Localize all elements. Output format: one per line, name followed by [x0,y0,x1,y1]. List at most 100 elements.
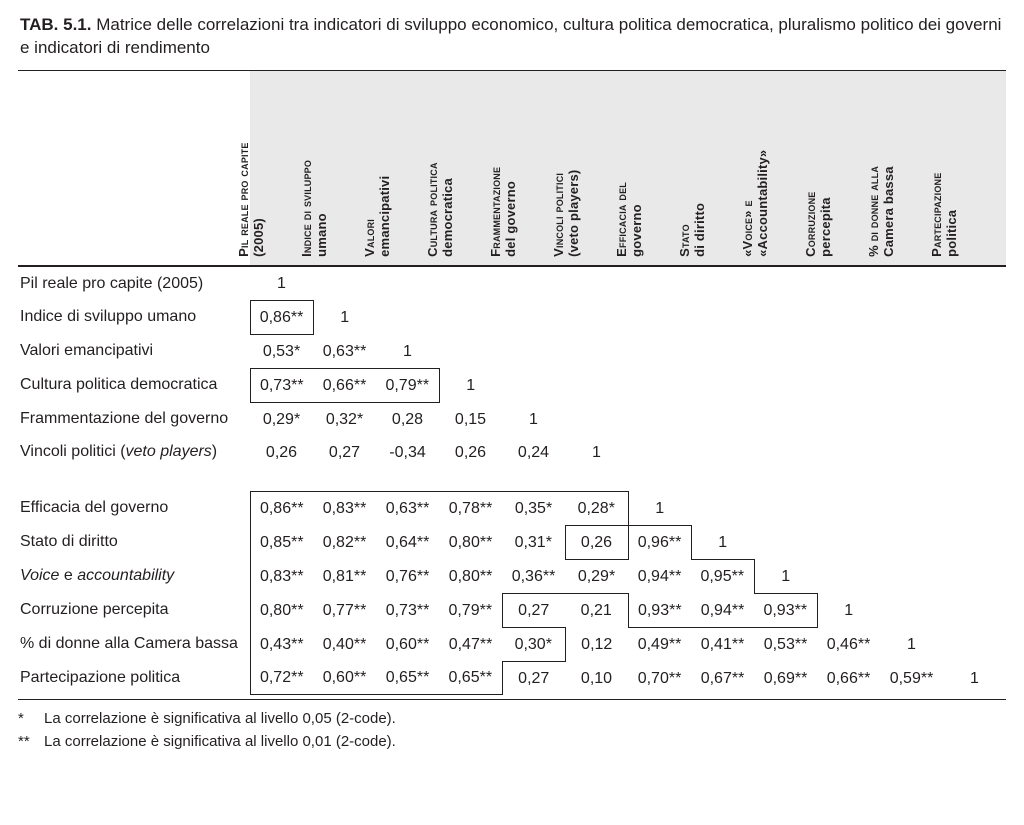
cell: 0,60** [313,661,376,695]
cell [439,300,502,334]
cell [628,266,691,301]
cell [817,525,880,559]
cell [817,368,880,402]
cell: 1 [943,661,1006,695]
table-row: Valori emancipativi0,53*0,63**1 [18,334,1006,368]
cell [691,334,754,368]
row-label: Efficacia del governo [18,491,250,525]
table-row: % di donne alla Camera bassa0,43**0,40**… [18,627,1006,661]
cell [691,436,754,469]
cell [628,300,691,334]
cell: 0,64** [376,525,439,559]
cell [691,402,754,436]
row-label: Voice e accountability [18,559,250,593]
cell: 0,73** [376,593,439,627]
cell [943,593,1006,627]
cell [880,559,943,593]
cell [943,559,1006,593]
cell: 1 [439,368,502,402]
cell [943,436,1006,469]
row-label: Frammentazione del governo [18,402,250,436]
cell [439,266,502,301]
cell: 0,47** [439,627,502,661]
cell: 0,26 [565,525,628,559]
cell [754,436,817,469]
cell [754,491,817,525]
footnotes: *La correlazione è significativa al live… [18,699,1006,753]
cell [628,402,691,436]
col-header-c12: Partecipazionepolitica [943,71,1006,266]
cell: 1 [628,491,691,525]
cell [943,334,1006,368]
footnote: **La correlazione è significativa al liv… [18,731,1006,754]
cell: 0,83** [313,491,376,525]
table-body: Pil reale pro capite (2005)1Indice di sv… [18,266,1006,695]
cell: 0,77** [313,593,376,627]
cell: 0,79** [439,593,502,627]
cell [376,300,439,334]
cell: 0,27 [502,661,565,695]
cell: 0,35* [502,491,565,525]
cell [943,402,1006,436]
cell: 1 [691,525,754,559]
cell: 0,28* [565,491,628,525]
cell: 0,67** [691,661,754,695]
cell [754,334,817,368]
cell: 1 [817,593,880,627]
cell: 0,65** [376,661,439,695]
cell [880,300,943,334]
table-row: Partecipazione politica0,72**0,60**0,65*… [18,661,1006,695]
row-label: Pil reale pro capite (2005) [18,266,250,301]
cell [817,266,880,301]
cell: 0,15 [439,402,502,436]
cell [565,334,628,368]
row-label: Vincoli politici (veto players) [18,436,250,469]
header-stub [18,71,250,266]
cell: 0,27 [502,593,565,627]
cell: 0,26 [439,436,502,469]
cell: 0,82** [313,525,376,559]
cell: 0,94** [628,559,691,593]
cell: 1 [880,627,943,661]
cell [439,334,502,368]
cell [880,402,943,436]
cell: 0,40** [313,627,376,661]
cell [754,402,817,436]
cell: 0,60** [376,627,439,661]
cell [691,266,754,301]
cell: 0,21 [565,593,628,627]
cell: 0,29* [250,402,313,436]
cell: 0,65** [439,661,502,695]
cell: 0,83** [250,559,313,593]
cell: 1 [250,266,313,301]
cell: -0,34 [376,436,439,469]
table-row: Corruzione percepita0,80**0,77**0,73**0,… [18,593,1006,627]
cell [754,300,817,334]
cell: 0,72** [250,661,313,695]
cell [943,300,1006,334]
cell: 0,32* [313,402,376,436]
cell: 0,66** [817,661,880,695]
cell: 0,41** [691,627,754,661]
cell [817,491,880,525]
table-row: Frammentazione del governo0,29*0,32*0,28… [18,402,1006,436]
table-row: Efficacia del governo0,86**0,83**0,63**0… [18,491,1006,525]
cell [628,368,691,402]
cell: 1 [376,334,439,368]
cell [502,266,565,301]
cell [817,402,880,436]
cell: 0,10 [565,661,628,695]
cell: 1 [313,300,376,334]
row-label: Valori emancipativi [18,334,250,368]
cell: 0,53* [250,334,313,368]
table-row: Stato di diritto0,85**0,82**0,64**0,80**… [18,525,1006,559]
cell [565,402,628,436]
cell: 0,76** [376,559,439,593]
cell [691,368,754,402]
cell [502,300,565,334]
row-label: Corruzione percepita [18,593,250,627]
cell [565,300,628,334]
cell: 0,80** [250,593,313,627]
row-label: Stato di diritto [18,525,250,559]
cell: 0,85** [250,525,313,559]
